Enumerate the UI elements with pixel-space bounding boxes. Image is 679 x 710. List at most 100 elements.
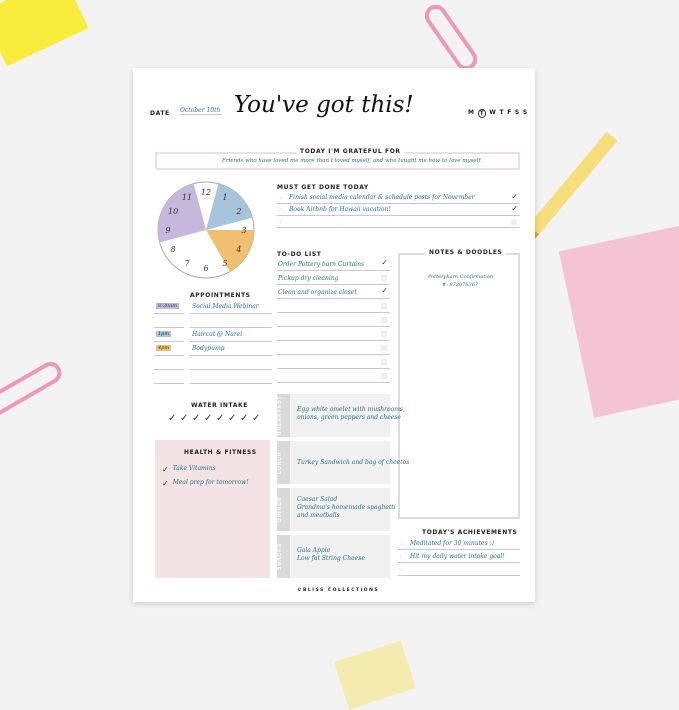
todo-item[interactable] (277, 355, 390, 369)
notes-heading: NOTES & DOODLES (425, 249, 507, 256)
meal-breakfast[interactable]: BREAKFAST Egg white omelet with mushrooms… (277, 394, 405, 437)
meal-snacks[interactable]: SNACKS Gala Apple Low fat String Cheese (277, 535, 390, 578)
todo-text: Order Pottery barn Curtains (278, 261, 365, 268)
checkbox[interactable] (381, 359, 387, 365)
achievement-item[interactable]: 1 Meditated for 30 minutes :) (398, 537, 520, 550)
clock-number: 10 (168, 207, 178, 216)
day-4[interactable]: F (507, 109, 512, 116)
todo-item[interactable]: Clean and organize closet ✓ (277, 285, 390, 299)
date-label: DATE (150, 110, 170, 117)
meal-text: and meatballs (297, 512, 340, 519)
pink-sticky-notes (558, 222, 679, 418)
grateful-text[interactable]: Friends who have loved me more than I lo… (222, 158, 483, 164)
check-icon: ✓ (162, 479, 169, 488)
day-2[interactable]: W (489, 109, 497, 116)
item-text: Book Airbnb for Hawaii vacation! (289, 206, 391, 213)
health-text: Meal prep for tomorrow! (172, 479, 249, 486)
meal-lunch[interactable]: LUNCH Turkey Sandwich and bag of cheetos (277, 441, 409, 484)
appointments-heading: APPOINTMENTS (190, 292, 251, 299)
water-checks: ✓ ✓ ✓ ✓ ✓ ✓ ✓ ✓ (168, 413, 262, 424)
todo-item[interactable] (277, 299, 390, 313)
todo-item[interactable]: Order Pottery barn Curtains ✓ (277, 257, 390, 271)
clock-number: 3 (241, 226, 246, 235)
checkbox[interactable] (381, 331, 387, 337)
check-icon[interactable]: ✓ (511, 204, 518, 213)
day-3[interactable]: T (499, 109, 505, 116)
water-check-icon[interactable]: ✓ (192, 413, 201, 424)
check-icon[interactable]: ✓ (511, 192, 518, 201)
todo-item[interactable] (277, 327, 390, 341)
wedge-purple (158, 183, 206, 243)
clock-number: 1 (222, 193, 227, 202)
todo-text: Pickup dry cleaning (278, 275, 339, 282)
health-heading: HEALTH & FITNESS (184, 449, 257, 456)
day-0[interactable]: M (468, 109, 475, 116)
meal-text: Caesar Salad (297, 496, 338, 503)
water-check-icon[interactable]: ✓ (216, 413, 225, 424)
meal-text: onions, green peppers and cheese (297, 414, 401, 421)
day-1[interactable]: T (477, 109, 487, 118)
notes-line: #: 872078367 (442, 282, 479, 288)
check-icon[interactable]: ✓ (381, 258, 388, 267)
grateful-heading: TODAY I'M GRATEFUL FOR (296, 148, 405, 155)
meal-label: LUNCH (277, 441, 290, 484)
achievement-item[interactable]: 3 (398, 563, 520, 576)
meal-text: Egg white omelet with mushrooms, (297, 406, 405, 413)
notes-box[interactable] (398, 253, 520, 519)
clock-number: 6 (203, 264, 208, 273)
must-do-item[interactable]: 1 Finish social media calendar & schedule… (277, 192, 520, 204)
appointment-row[interactable] (154, 314, 272, 328)
achievement-text: Meditated for 30 minutes :) (410, 540, 494, 547)
water-check-icon[interactable]: ✓ (228, 413, 237, 424)
appointment-row[interactable]: 1pm Haircut @ Narel (154, 328, 272, 342)
health-item[interactable]: ✓ Take Vitamins (162, 465, 249, 479)
clock-number: 12 (201, 188, 211, 197)
achievements-heading: TODAY'S ACHIEVEMENTS (422, 529, 518, 536)
appointment-row[interactable]: 8:30am Social Media Webinar (154, 300, 272, 314)
health-item[interactable]: ✓ Meal prep for tomorrow! (162, 479, 249, 493)
todo-heading: TO-DO LIST (277, 251, 322, 258)
clock-number: 8 (171, 245, 176, 254)
todo-item[interactable] (277, 313, 390, 327)
meal-text: Grandma's homemade spaghetti (297, 504, 396, 511)
todo-item[interactable] (277, 341, 390, 355)
must-do-item[interactable]: 3 (277, 216, 520, 228)
water-check-icon[interactable]: ✓ (168, 413, 177, 424)
meal-dinner[interactable]: DINNER Caesar Salad Grandma's homemade spa… (277, 488, 396, 531)
item-number: 2 (400, 554, 403, 559)
meal-label: BREAKFAST (277, 394, 290, 437)
todo-item[interactable]: Pickup dry cleaning (277, 271, 390, 285)
checkbox[interactable] (381, 345, 387, 351)
water-check-icon[interactable]: ✓ (240, 413, 249, 424)
water-check-icon[interactable]: ✓ (180, 413, 189, 424)
appointment-row[interactable] (154, 356, 272, 370)
must-do-item[interactable]: 2 Book Airbnb for Hawaii vacation! ✓ (277, 204, 520, 216)
checkbox[interactable] (381, 275, 387, 281)
notes-line: Potterybarn Confirmation (428, 274, 494, 280)
yellow-sticky-bottom (333, 640, 417, 710)
clock-number: 5 (222, 259, 227, 268)
todo-item[interactable] (277, 369, 390, 383)
appointment-time: 8:30am (156, 303, 179, 309)
checkbox[interactable] (381, 303, 387, 309)
water-check-icon[interactable]: ✓ (204, 413, 213, 424)
checkbox[interactable] (511, 219, 517, 225)
appointment-row[interactable] (154, 370, 272, 384)
date-value[interactable]: October 10th (180, 107, 222, 115)
achievement-item[interactable]: 2 Hit my daily water intake goal! (398, 550, 520, 563)
yellow-sticky-note (0, 0, 89, 67)
meal-text: Gala Apple (297, 547, 331, 554)
item-number: 1 (279, 195, 282, 200)
day-6[interactable]: S (522, 109, 528, 116)
appointment-row[interactable]: 4pm Bodypump (154, 342, 272, 356)
clock-number: 4 (235, 245, 241, 254)
day-5[interactable]: S (514, 109, 520, 116)
wedge-yellow (206, 230, 254, 272)
check-icon[interactable]: ✓ (381, 286, 388, 295)
water-check-icon[interactable]: ✓ (252, 413, 261, 424)
checkbox[interactable] (381, 317, 387, 323)
meal-label: SNACKS (277, 535, 290, 578)
checkbox[interactable] (381, 373, 387, 379)
check-icon: ✓ (162, 465, 169, 474)
